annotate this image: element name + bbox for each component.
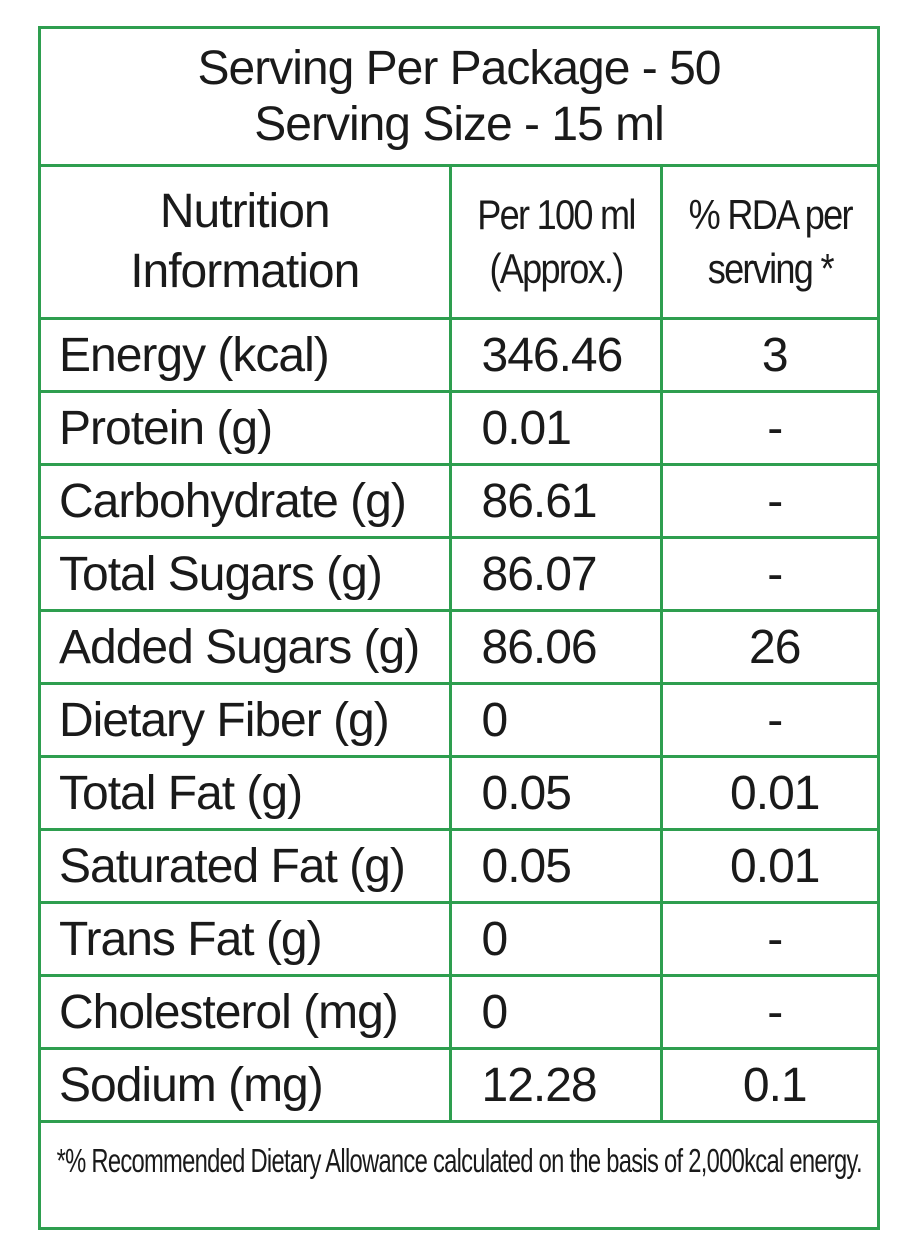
per-100ml-value: 0.01 — [448, 390, 663, 466]
rda-value: - — [659, 536, 877, 612]
table-row: Added Sugars (g) 86.06 26 — [41, 609, 877, 685]
table-row: Cholesterol (mg) 0 - — [41, 974, 877, 1050]
table-row: Dietary Fiber (g) 0 - — [41, 682, 877, 758]
table-row: Total Fat (g) 0.05 0.01 — [41, 755, 877, 831]
nutrition-label: Serving Per Package - 50 Serving Size - … — [38, 26, 880, 1230]
table-row: Protein (g) 0.01 - — [41, 390, 877, 466]
nutrient-name: Sodium (mg) — [41, 1047, 452, 1123]
nutrient-name: Cholesterol (mg) — [41, 974, 452, 1050]
nutrient-name: Added Sugars (g) — [41, 609, 452, 685]
header-per-100ml: Per 100 ml (Approx.) — [448, 167, 663, 320]
per-100ml-value: 0 — [448, 974, 663, 1050]
per-100ml-value: 86.06 — [448, 609, 663, 685]
header-rda-per-serving: % RDA per serving * — [659, 167, 877, 320]
nutrient-name: Energy (kcal) — [41, 317, 452, 393]
per-100ml-value: 12.28 — [448, 1047, 663, 1123]
nutrient-name: Total Sugars (g) — [41, 536, 452, 612]
rda-value: 0.1 — [659, 1047, 877, 1123]
nutrient-name: Saturated Fat (g) — [41, 828, 452, 904]
table-header-row: Nutrition Information Per 100 ml (Approx… — [41, 167, 877, 320]
rda-value: - — [659, 682, 877, 758]
table-row: Trans Fat (g) 0 - — [41, 901, 877, 977]
table-row: Energy (kcal) 346.46 3 — [41, 317, 877, 393]
rda-value: - — [659, 901, 877, 977]
per-100ml-value: 0 — [448, 901, 663, 977]
nutrient-name: Total Fat (g) — [41, 755, 452, 831]
nutrient-name: Protein (g) — [41, 390, 452, 466]
rda-value: 3 — [659, 317, 877, 393]
table-row: Carbohydrate (g) 86.61 - — [41, 463, 877, 539]
serving-info: Serving Per Package - 50 Serving Size - … — [41, 29, 877, 167]
rda-value: - — [659, 974, 877, 1050]
per-100ml-value: 86.07 — [448, 536, 663, 612]
per-100ml-value: 0 — [448, 682, 663, 758]
servings-per-package: Serving Per Package - 50 — [197, 41, 722, 95]
footnote-text: *% Recommended Dietary Allowance calcula… — [56, 1142, 862, 1179]
rda-value: 0.01 — [659, 755, 877, 831]
nutrient-name: Carbohydrate (g) — [41, 463, 452, 539]
per-100ml-value: 86.61 — [448, 463, 663, 539]
rda-value: 0.01 — [659, 828, 877, 904]
per-100ml-value: 0.05 — [448, 755, 663, 831]
rda-value: 26 — [659, 609, 877, 685]
nutrient-name: Dietary Fiber (g) — [41, 682, 452, 758]
serving-size: Serving Size - 15 ml — [254, 97, 664, 151]
header-nutrition-information: Nutrition Information — [41, 167, 452, 320]
rda-value: - — [659, 463, 877, 539]
table-row: Sodium (mg) 12.28 0.1 — [41, 1047, 877, 1123]
nutrition-table: Nutrition Information Per 100 ml (Approx… — [41, 167, 877, 1123]
per-100ml-value: 0.05 — [448, 828, 663, 904]
nutrient-name: Trans Fat (g) — [41, 901, 452, 977]
per-100ml-value: 346.46 — [448, 317, 663, 393]
rda-value: - — [659, 390, 877, 466]
table-row: Saturated Fat (g) 0.05 0.01 — [41, 828, 877, 904]
table-row: Total Sugars (g) 86.07 - — [41, 536, 877, 612]
footnote: *% Recommended Dietary Allowance calcula… — [41, 1123, 877, 1199]
